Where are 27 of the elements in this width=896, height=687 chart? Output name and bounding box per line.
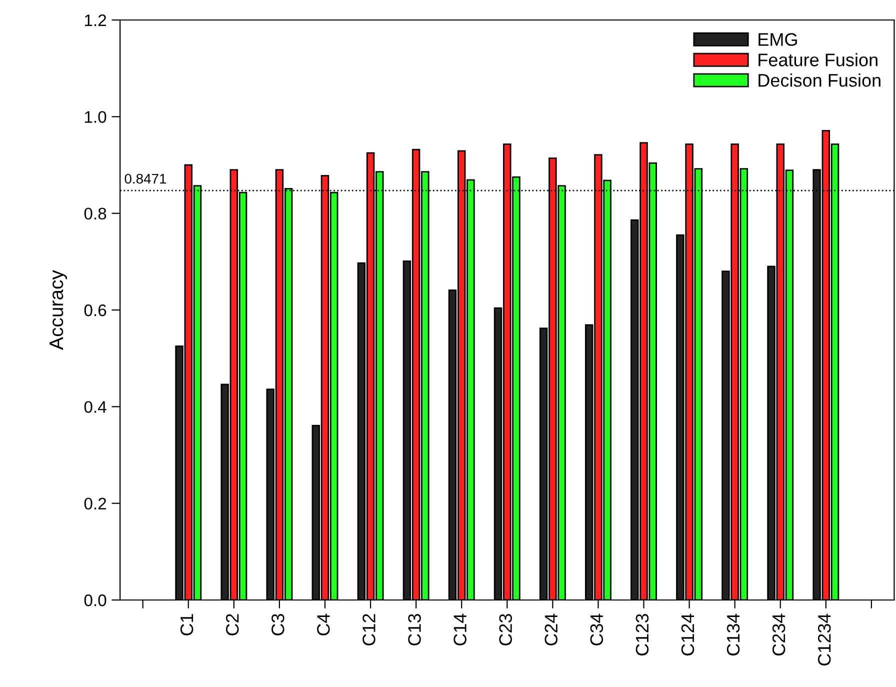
y-tick-label: 0.2 (84, 498, 106, 510)
y-tick-label: 0.0 (84, 594, 106, 606)
x-tick-label: C34 (590, 614, 604, 646)
legend-label: EMG (758, 33, 797, 46)
x-tick-label: C3 (272, 614, 284, 636)
x-tick-label: C1 (180, 614, 194, 636)
x-tick-label: C123 (636, 614, 649, 656)
y-axis-title: Accuracy (50, 270, 68, 350)
y-tick-label: 1.0 (84, 111, 106, 123)
x-tick-label: C124 (681, 614, 694, 656)
x-tick-label: C14 (454, 614, 466, 646)
y-tick-label: 0.6 (84, 304, 106, 316)
x-tick-label: C23 (499, 614, 512, 646)
y-tick-label: 0.8 (84, 208, 106, 220)
x-tick-label: C12 (362, 614, 376, 646)
x-tick-label: C234 (772, 614, 786, 656)
y-tick-label: 0.4 (84, 401, 106, 413)
x-tick-label: C24 (544, 614, 558, 646)
x-tick-label: C13 (408, 614, 421, 646)
x-tick-label: C134 (726, 614, 740, 656)
x-tick-label: C2 (226, 614, 239, 636)
x-tick-label: C1234 (818, 614, 831, 666)
y-tick-label: 1.2 (84, 14, 106, 26)
x-tick-label: C4 (317, 614, 330, 636)
ref-line-label: 0.8471 (124, 174, 166, 184)
legend-label: Feature Fusion (758, 53, 878, 66)
legend-label: Decison Fusion (758, 74, 880, 87)
